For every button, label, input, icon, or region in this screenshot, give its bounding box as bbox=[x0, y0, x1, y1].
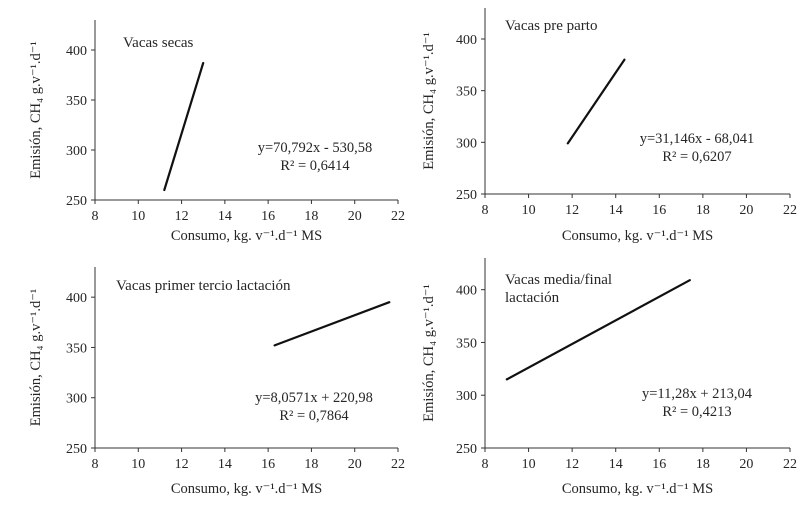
regression-line bbox=[505, 279, 691, 381]
y-tick-label: 400 bbox=[66, 44, 87, 59]
x-tick-label: 18 bbox=[696, 457, 710, 472]
r-squared-label: R² = 0,6207 bbox=[662, 149, 731, 165]
x-tick-label: 10 bbox=[131, 209, 145, 224]
x-tick-label: 22 bbox=[391, 457, 405, 472]
regression-line bbox=[566, 58, 626, 145]
x-tick-label: 22 bbox=[783, 203, 797, 218]
y-tick-label: 300 bbox=[456, 389, 477, 404]
y-tick-label: 250 bbox=[66, 194, 87, 209]
regression-equation: y=11,28x + 213,04 bbox=[642, 386, 753, 402]
x-tick-label: 16 bbox=[261, 209, 275, 224]
chart-title-line: Vacas media/final bbox=[505, 272, 612, 288]
chart-panel-2: 8 10 12 14 16 18 20 22 250 300 350 400 Vacas pre par… bbox=[421, 8, 797, 244]
chart-title-line: Vacas secas bbox=[123, 35, 194, 51]
x-tick-label: 18 bbox=[304, 457, 318, 472]
x-tick-label: 18 bbox=[304, 209, 318, 224]
y-tick-label: 250 bbox=[66, 442, 87, 457]
x-axis-label: Consumo, kg. v⁻¹.d⁻¹ MS bbox=[562, 481, 713, 497]
y-tick-label: 250 bbox=[456, 442, 477, 457]
regression-line bbox=[163, 61, 205, 192]
x-tick-label: 22 bbox=[391, 209, 405, 224]
chart-title-line: Vacas pre parto bbox=[505, 18, 597, 34]
y-tick-label: 400 bbox=[456, 284, 477, 299]
y-tick-label: 400 bbox=[456, 33, 477, 48]
x-tick-label: 22 bbox=[783, 457, 797, 472]
x-tick-label: 8 bbox=[482, 203, 489, 218]
x-tick-label: 20 bbox=[348, 457, 362, 472]
regression-equation: y=8,0571x + 220,98 bbox=[255, 390, 373, 406]
x-tick-label: 20 bbox=[739, 457, 753, 472]
x-axis-label: Consumo, kg. v⁻¹.d⁻¹ MS bbox=[562, 228, 713, 244]
y-tick-label: 300 bbox=[66, 392, 87, 407]
y-tick-label: 350 bbox=[456, 85, 477, 100]
chart-panel-3: 8 10 12 14 16 18 20 22 250 300 350 400 Vacas primer … bbox=[28, 267, 405, 497]
y-tick-label: 350 bbox=[66, 94, 87, 109]
axes bbox=[94, 267, 398, 449]
x-tick-label: 10 bbox=[131, 457, 145, 472]
y-tick-label: 250 bbox=[456, 188, 477, 203]
axes bbox=[484, 8, 790, 195]
chart-title: Vacas media/final lactación bbox=[505, 272, 612, 306]
x-tick-label: 12 bbox=[175, 457, 189, 472]
x-tick-label: 20 bbox=[348, 209, 362, 224]
y-tick-label: 300 bbox=[66, 144, 87, 159]
y-tick-label: 350 bbox=[456, 336, 477, 351]
y-axis-label: Emisión, CH₄ g.v⁻¹.d⁻¹ bbox=[421, 284, 437, 421]
chart-title: Vacas pre parto bbox=[505, 18, 597, 34]
x-tick-label: 16 bbox=[652, 457, 666, 472]
x-tick-label: 14 bbox=[609, 457, 623, 472]
y-axis-label: Emisión, CH₄ g.v⁻¹.d⁻¹ bbox=[28, 289, 44, 426]
r-squared-label: R² = 0,6414 bbox=[280, 158, 350, 174]
r-squared-label: R² = 0,7864 bbox=[279, 408, 349, 424]
x-axis-label: Consumo, kg. v⁻¹.d⁻¹ MS bbox=[171, 481, 322, 497]
regression-equation: y=70,792x - 530,58 bbox=[258, 140, 373, 156]
x-tick-label: 12 bbox=[565, 203, 579, 218]
y-tick-label: 300 bbox=[456, 136, 477, 151]
y-tick-label: 350 bbox=[66, 341, 87, 356]
chart-panel-4: 8 10 12 14 16 18 20 22 250 300 350 400 Vacas media/f… bbox=[421, 258, 797, 497]
r-squared-label: R² = 0,4213 bbox=[662, 404, 731, 420]
x-tick-label: 8 bbox=[92, 209, 99, 224]
y-tick-label: 400 bbox=[66, 291, 87, 306]
x-tick-label: 16 bbox=[261, 457, 275, 472]
chart-title: Vacas secas bbox=[123, 35, 194, 51]
regression-equation: y=31,146x - 68,041 bbox=[640, 131, 755, 147]
x-tick-label: 16 bbox=[652, 203, 666, 218]
x-tick-label: 12 bbox=[175, 209, 189, 224]
y-axis-label: Emisión, CH₄ g.v⁻¹.d⁻¹ bbox=[421, 32, 437, 169]
chart-panel-1: 8 10 12 14 16 18 20 22 250 300 350 400 Vacas secas y=… bbox=[28, 20, 405, 244]
x-tick-label: 8 bbox=[482, 457, 489, 472]
chart-title-line: lactación bbox=[505, 290, 560, 306]
x-tick-label: 14 bbox=[609, 203, 623, 218]
regression-line bbox=[273, 301, 391, 347]
x-tick-label: 10 bbox=[522, 203, 536, 218]
x-tick-label: 18 bbox=[696, 203, 710, 218]
chart-title: Vacas primer tercio lactación bbox=[116, 278, 291, 294]
y-axis-label: Emisión, CH₄ g.v⁻¹.d⁻¹ bbox=[28, 41, 44, 178]
x-tick-label: 8 bbox=[92, 457, 99, 472]
x-axis-label: Consumo, kg. v⁻¹.d⁻¹ MS bbox=[171, 228, 322, 244]
x-tick-label: 12 bbox=[565, 457, 579, 472]
x-tick-label: 10 bbox=[522, 457, 536, 472]
x-tick-label: 14 bbox=[218, 209, 232, 224]
chart-title-line: Vacas primer tercio lactación bbox=[116, 278, 291, 294]
x-tick-label: 20 bbox=[739, 203, 753, 218]
x-tick-label: 14 bbox=[218, 457, 232, 472]
